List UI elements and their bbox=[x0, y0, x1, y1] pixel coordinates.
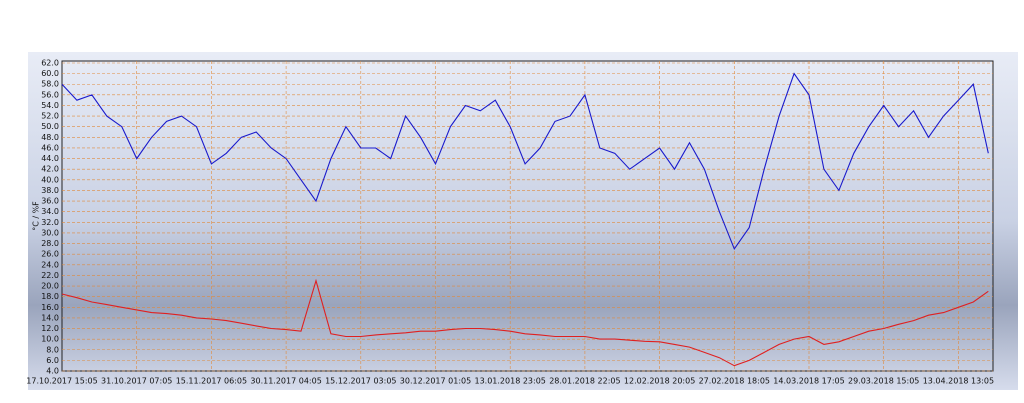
x-tick-label: 15.11.2017 06:05 bbox=[176, 377, 247, 386]
y-tick-label: 62.0 bbox=[41, 59, 59, 68]
x-tick-label: 17.10.2017 15:05 bbox=[26, 377, 97, 386]
y-tick-label: 54.0 bbox=[41, 101, 59, 110]
y-tick-label: 42.0 bbox=[41, 165, 59, 174]
y-axis-label: °C / %F bbox=[32, 201, 41, 231]
x-tick-label: 30.12.2017 01:05 bbox=[400, 377, 471, 386]
y-tick-label: 46.0 bbox=[41, 143, 59, 152]
y-tick-label: 60.0 bbox=[41, 69, 59, 78]
x-tick-label: 29.03.2018 15:05 bbox=[848, 377, 919, 386]
y-tick-label: 16.0 bbox=[41, 303, 59, 312]
y-tick-label: 40.0 bbox=[41, 175, 59, 184]
x-tick-label: 13.01.2018 23:05 bbox=[474, 377, 545, 386]
x-tick-label: 14.03.2018 17:05 bbox=[773, 377, 844, 386]
y-tick-label: 20.0 bbox=[41, 282, 59, 291]
y-tick-label: 52.0 bbox=[41, 112, 59, 121]
y-tick-label: 50.0 bbox=[41, 122, 59, 131]
y-tick-label: 58.0 bbox=[41, 80, 59, 89]
y-tick-label: 4.0 bbox=[46, 367, 59, 376]
y-tick-label: 6.0 bbox=[46, 356, 59, 365]
y-tick-label: 28.0 bbox=[41, 239, 59, 248]
y-tick-label: 12.0 bbox=[41, 324, 59, 333]
y-tick-label: 8.0 bbox=[46, 345, 59, 354]
x-tick-label: 27.02.2018 18:05 bbox=[699, 377, 770, 386]
x-tick-label: 13.04.2018 13:05 bbox=[923, 377, 994, 386]
x-tick-label: 15.12.2017 03:05 bbox=[325, 377, 396, 386]
x-tick-label: 28.01.2018 22:05 bbox=[549, 377, 620, 386]
y-tick-label: 34.0 bbox=[41, 207, 59, 216]
y-tick-label: 18.0 bbox=[41, 292, 59, 301]
y-tick-label: 32.0 bbox=[41, 218, 59, 227]
y-tick-label: 10.0 bbox=[41, 335, 59, 344]
series-line bbox=[61, 72, 989, 251]
y-tick-label: 44.0 bbox=[41, 154, 59, 163]
y-tick-label: 26.0 bbox=[41, 250, 59, 259]
x-tick-label: 31.10.2017 07:05 bbox=[101, 377, 172, 386]
y-tick-label: 24.0 bbox=[41, 260, 59, 269]
y-tick-label: 48.0 bbox=[41, 133, 59, 142]
y-tick-label: 36.0 bbox=[41, 197, 59, 206]
x-tick-label: 12.02.2018 20:05 bbox=[624, 377, 695, 386]
x-tick-label: 30.11.2017 04:05 bbox=[250, 377, 321, 386]
y-tick-label: 56.0 bbox=[41, 90, 59, 99]
y-tick-label: 38.0 bbox=[41, 186, 59, 195]
y-tick-label: 14.0 bbox=[41, 313, 59, 322]
y-tick-label: 22.0 bbox=[41, 271, 59, 280]
series-line bbox=[61, 278, 989, 367]
y-tick-label: 30.0 bbox=[41, 228, 59, 237]
